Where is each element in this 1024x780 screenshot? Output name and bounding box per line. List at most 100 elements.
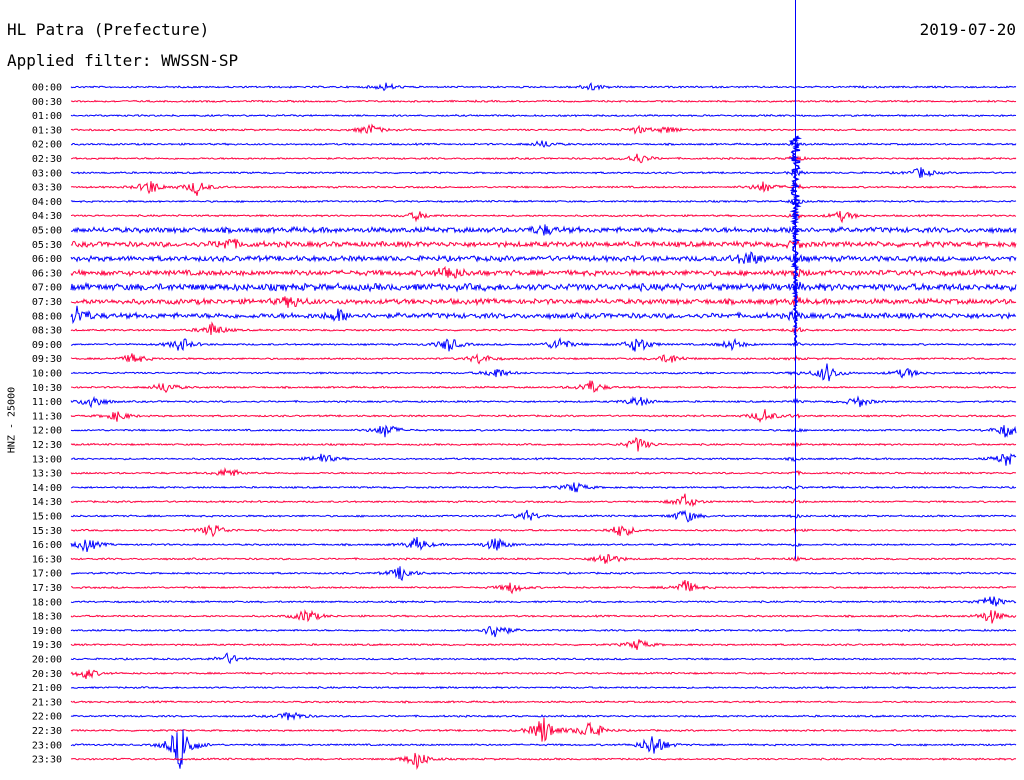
trace-row: [70, 609, 1017, 624]
trace-row: [70, 626, 1017, 638]
row-time-label: 22:30: [32, 726, 62, 737]
trace-row: [70, 395, 1017, 409]
trace-row: [70, 153, 1017, 164]
trace-row: [70, 224, 1017, 236]
trace-row: [70, 639, 1017, 651]
row-time-label: 08:30: [32, 326, 62, 337]
row-time-label: 09:30: [32, 354, 62, 365]
row-time-label: 18:30: [32, 612, 62, 623]
trace-row: [70, 113, 1017, 118]
trace-row: [70, 251, 1017, 265]
row-time-label: 17:30: [32, 583, 62, 594]
row-time-label: 07:30: [32, 297, 62, 308]
trace-row: [70, 493, 1017, 508]
trace-row: [70, 467, 1017, 477]
row-time-label: 03:30: [32, 183, 62, 194]
trace-row: [70, 524, 1017, 538]
row-time-label: 06:30: [32, 268, 62, 279]
row-time-label: 00:00: [32, 83, 62, 94]
trace-row: [71, 579, 1017, 595]
trace-row: [70, 238, 1017, 250]
seismic-traces: [70, 82, 1017, 771]
row-time-label: 12:30: [32, 440, 62, 451]
date-label: 2019-07-20: [919, 20, 1016, 39]
trace-row: [70, 596, 1017, 607]
trace-row: [70, 281, 1017, 296]
trace-row: [70, 700, 1017, 704]
row-time-label: 20:00: [32, 655, 62, 666]
trace-row: [70, 685, 1017, 690]
row-time-label: 17:00: [32, 569, 62, 580]
trace-row: [70, 482, 1017, 493]
trace-row: [70, 752, 1017, 771]
row-time-label: 19:00: [32, 626, 62, 637]
row-time-label: 02:00: [32, 140, 62, 151]
row-time-label: 04:30: [32, 211, 62, 222]
time-labels: 00:00 00:30 01:00 01:30 02:00 02:30 03:00 03:30…: [32, 83, 62, 766]
row-time-label: 15:00: [32, 512, 62, 523]
trace-row: [70, 424, 1017, 438]
trace-row: [70, 669, 1017, 680]
row-time-label: 11:00: [32, 397, 62, 408]
row-time-label: 07:00: [32, 283, 62, 294]
row-time-label: 22:00: [32, 712, 62, 723]
row-time-label: 06:00: [32, 254, 62, 265]
trace-row: [70, 210, 1017, 224]
trace-row: [70, 181, 1017, 196]
trace-row: [70, 453, 1017, 466]
row-time-label: 10:30: [32, 383, 62, 394]
row-time-label: 01:30: [32, 125, 62, 136]
trace-row: [70, 198, 1017, 206]
row-time-label: 23:30: [32, 755, 62, 766]
trace-row: [70, 717, 1017, 742]
row-time-label: 05:30: [32, 240, 62, 251]
row-time-label: 14:00: [32, 483, 62, 494]
row-time-label: 05:00: [32, 226, 62, 237]
trace-row: [70, 537, 1017, 553]
row-time-label: 15:30: [32, 526, 62, 537]
trace-row: [71, 380, 1017, 394]
row-time-label: 16:00: [32, 540, 62, 551]
earthquake-signal: [788, 0, 803, 559]
trace-row: [70, 305, 1017, 325]
row-time-label: 08:00: [32, 311, 62, 322]
trace-row: [70, 82, 1017, 92]
trace-row: [70, 123, 1017, 135]
row-time-label: 04:00: [32, 197, 62, 208]
filter-label: Applied filter: WWSSN-SP: [7, 51, 239, 70]
trace-row: [70, 99, 1017, 104]
row-time-label: 18:00: [32, 597, 62, 608]
trace-row: [70, 321, 1017, 335]
trace-row: [70, 729, 1017, 769]
row-time-label: 23:00: [32, 740, 62, 751]
row-time-label: 00:30: [32, 97, 62, 108]
trace-row: [71, 363, 1017, 382]
row-time-label: 21:30: [32, 697, 62, 708]
trace-row: [70, 566, 1017, 582]
station-title: HL Patra (Prefecture): [7, 20, 210, 39]
trace-row: [70, 436, 1017, 452]
trace-row: [70, 295, 1017, 308]
row-time-label: 20:30: [32, 669, 62, 680]
row-time-label: 11:30: [32, 411, 62, 422]
row-time-label: 13:00: [32, 454, 62, 465]
earthquake-coda: [788, 135, 803, 345]
trace-row: [70, 553, 1017, 564]
row-time-label: 03:00: [32, 168, 62, 179]
trace-row: [70, 337, 1017, 352]
row-time-label: 14:30: [32, 497, 62, 508]
trace-row: [70, 137, 1017, 148]
trace-row: [70, 509, 1017, 523]
trace-row: [70, 265, 1017, 279]
trace-row: [70, 409, 1017, 424]
row-time-label: 02:30: [32, 154, 62, 165]
row-time-label: 21:00: [32, 683, 62, 694]
row-time-label: 09:00: [32, 340, 62, 351]
trace-row: [70, 711, 1017, 721]
row-time-label: 13:30: [32, 469, 62, 480]
trace-row: [70, 167, 1017, 179]
trace-row: [70, 652, 1017, 665]
row-time-label: 16:30: [32, 554, 62, 565]
row-time-label: 01:00: [32, 111, 62, 122]
